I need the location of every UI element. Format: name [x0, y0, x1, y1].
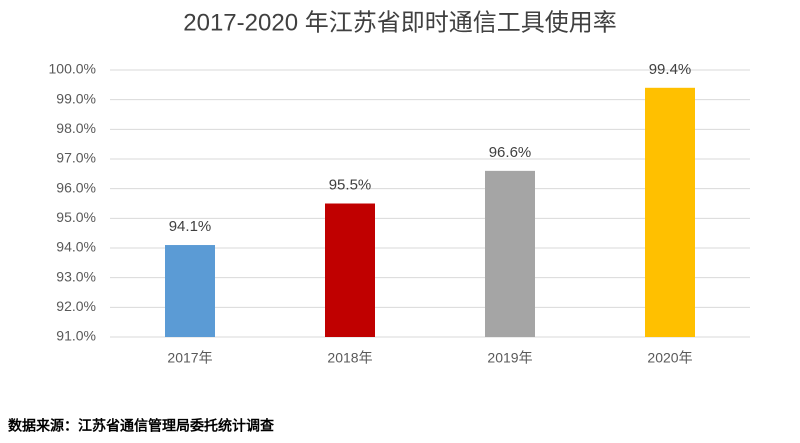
x-tick-label: 2018年: [327, 350, 372, 366]
source-note: 数据来源：江苏省通信管理局委托统计调查: [8, 418, 275, 434]
y-tick-label: 95.0%: [56, 209, 96, 225]
y-tick-label: 92.0%: [56, 298, 96, 314]
bar: [645, 87, 695, 337]
chart-title: 2017-2020 年江苏省即时通信工具使用率: [183, 9, 616, 36]
y-tick-label: 97.0%: [56, 150, 96, 166]
bar: [165, 245, 215, 337]
x-tick-label: 2017年: [167, 350, 212, 366]
y-tick-label: 94.0%: [56, 239, 96, 255]
bar: [485, 170, 535, 337]
y-tick-label: 91.0%: [56, 328, 96, 344]
value-label: 99.4%: [649, 61, 692, 78]
y-tick-label: 98.0%: [56, 120, 96, 136]
y-tick-label: 96.0%: [56, 179, 96, 195]
value-label: 96.6%: [489, 144, 532, 161]
value-label: 94.1%: [169, 218, 212, 235]
x-tick-label: 2019年: [487, 350, 532, 366]
y-tick-label: 93.0%: [56, 268, 96, 284]
bar: [325, 203, 375, 337]
y-tick-label: 99.0%: [56, 90, 96, 106]
y-tick-label: 100.0%: [49, 61, 96, 77]
x-tick-label: 2020年: [647, 350, 692, 366]
value-label: 95.5%: [329, 176, 372, 193]
